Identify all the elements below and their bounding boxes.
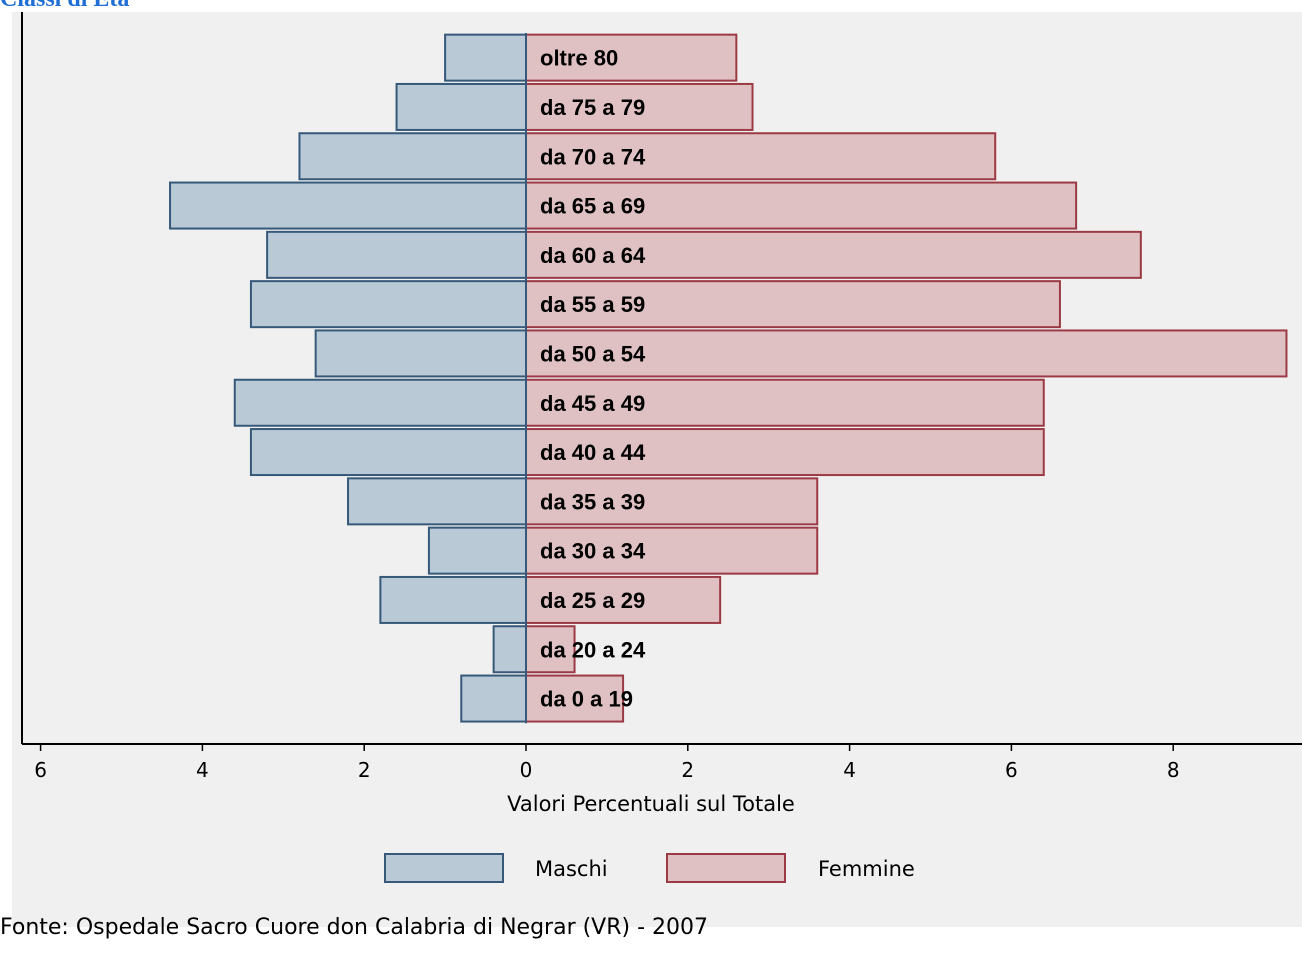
bar-femmine-7 xyxy=(525,378,1045,427)
category-label-3: da 65 a 69 xyxy=(540,194,645,219)
x-tick-label-5: 4 xyxy=(843,758,856,782)
bar-femmine-4 xyxy=(525,230,1142,279)
bar-femmine-0 xyxy=(525,33,738,82)
category-label-10: da 30 a 34 xyxy=(540,539,646,564)
bar-maschi-13 xyxy=(460,674,527,723)
legend-label-maschi: Maschi xyxy=(535,857,608,881)
x-tick-label-7: 8 xyxy=(1167,758,1180,782)
x-tick-label-6: 6 xyxy=(1005,758,1018,782)
x-tick-label-0: 6 xyxy=(34,758,47,782)
bar-maschi-7 xyxy=(233,378,527,427)
x-tick-label-2: 2 xyxy=(358,758,371,782)
category-label-1: da 75 a 79 xyxy=(540,95,645,120)
bar-maschi-10 xyxy=(427,526,528,575)
category-label-6: da 50 a 54 xyxy=(540,341,646,366)
bar-maschi-4 xyxy=(266,230,527,279)
category-label-9: da 35 a 39 xyxy=(540,489,645,514)
bar-maschi-9 xyxy=(347,477,527,526)
category-label-7: da 45 a 49 xyxy=(540,391,645,416)
x-axis-label: Valori Percentuali sul Totale xyxy=(507,792,795,816)
legend-swatch-maschi xyxy=(384,853,504,883)
population-pyramid: oltre 80 da 75 a 79 da 70 a 74 da 65 a 69 da… xyxy=(21,12,1302,782)
category-label-13: da 0 a 19 xyxy=(540,687,633,712)
bar-maschi-12 xyxy=(492,625,528,674)
bar-maschi-8 xyxy=(249,428,527,477)
bar-maschi-5 xyxy=(249,280,527,329)
category-label-11: da 25 a 29 xyxy=(540,588,645,613)
bar-maschi-11 xyxy=(379,575,527,624)
x-tick-label-1: 4 xyxy=(196,758,209,782)
category-label-2: da 70 a 74 xyxy=(540,144,646,169)
chart-title: Classi di Età xyxy=(0,0,129,13)
bar-femmine-6 xyxy=(525,329,1288,378)
category-label-8: da 40 a 44 xyxy=(540,440,646,465)
bar-femmine-1 xyxy=(525,82,754,131)
bar-femmine-9 xyxy=(525,477,819,526)
bar-femmine-10 xyxy=(525,526,819,575)
bar-maschi-6 xyxy=(314,329,527,378)
x-tick-label-3: 0 xyxy=(520,758,533,782)
x-tick-label-4: 2 xyxy=(681,758,694,782)
bar-maschi-3 xyxy=(169,181,527,230)
category-label-12: da 20 a 24 xyxy=(540,637,646,662)
bar-femmine-3 xyxy=(525,181,1078,230)
bar-maschi-2 xyxy=(298,132,528,181)
bar-maschi-1 xyxy=(395,82,527,131)
source-note: Fonte: Ospedale Sacro Cuore don Calabria… xyxy=(0,915,709,940)
chart-panel: oltre 80 da 75 a 79 da 70 a 74 da 65 a 69 da… xyxy=(12,12,1302,927)
legend-label-femmine: Femmine xyxy=(818,857,915,881)
bar-femmine-8 xyxy=(525,428,1045,477)
category-label-0: oltre 80 xyxy=(540,46,618,71)
category-label-4: da 60 a 64 xyxy=(540,243,646,268)
legend-swatch-femmine xyxy=(666,853,786,883)
bar-femmine-5 xyxy=(525,280,1061,329)
bar-femmine-11 xyxy=(525,575,722,624)
category-label-5: da 55 a 59 xyxy=(540,292,645,317)
bar-maschi-0 xyxy=(444,33,528,82)
